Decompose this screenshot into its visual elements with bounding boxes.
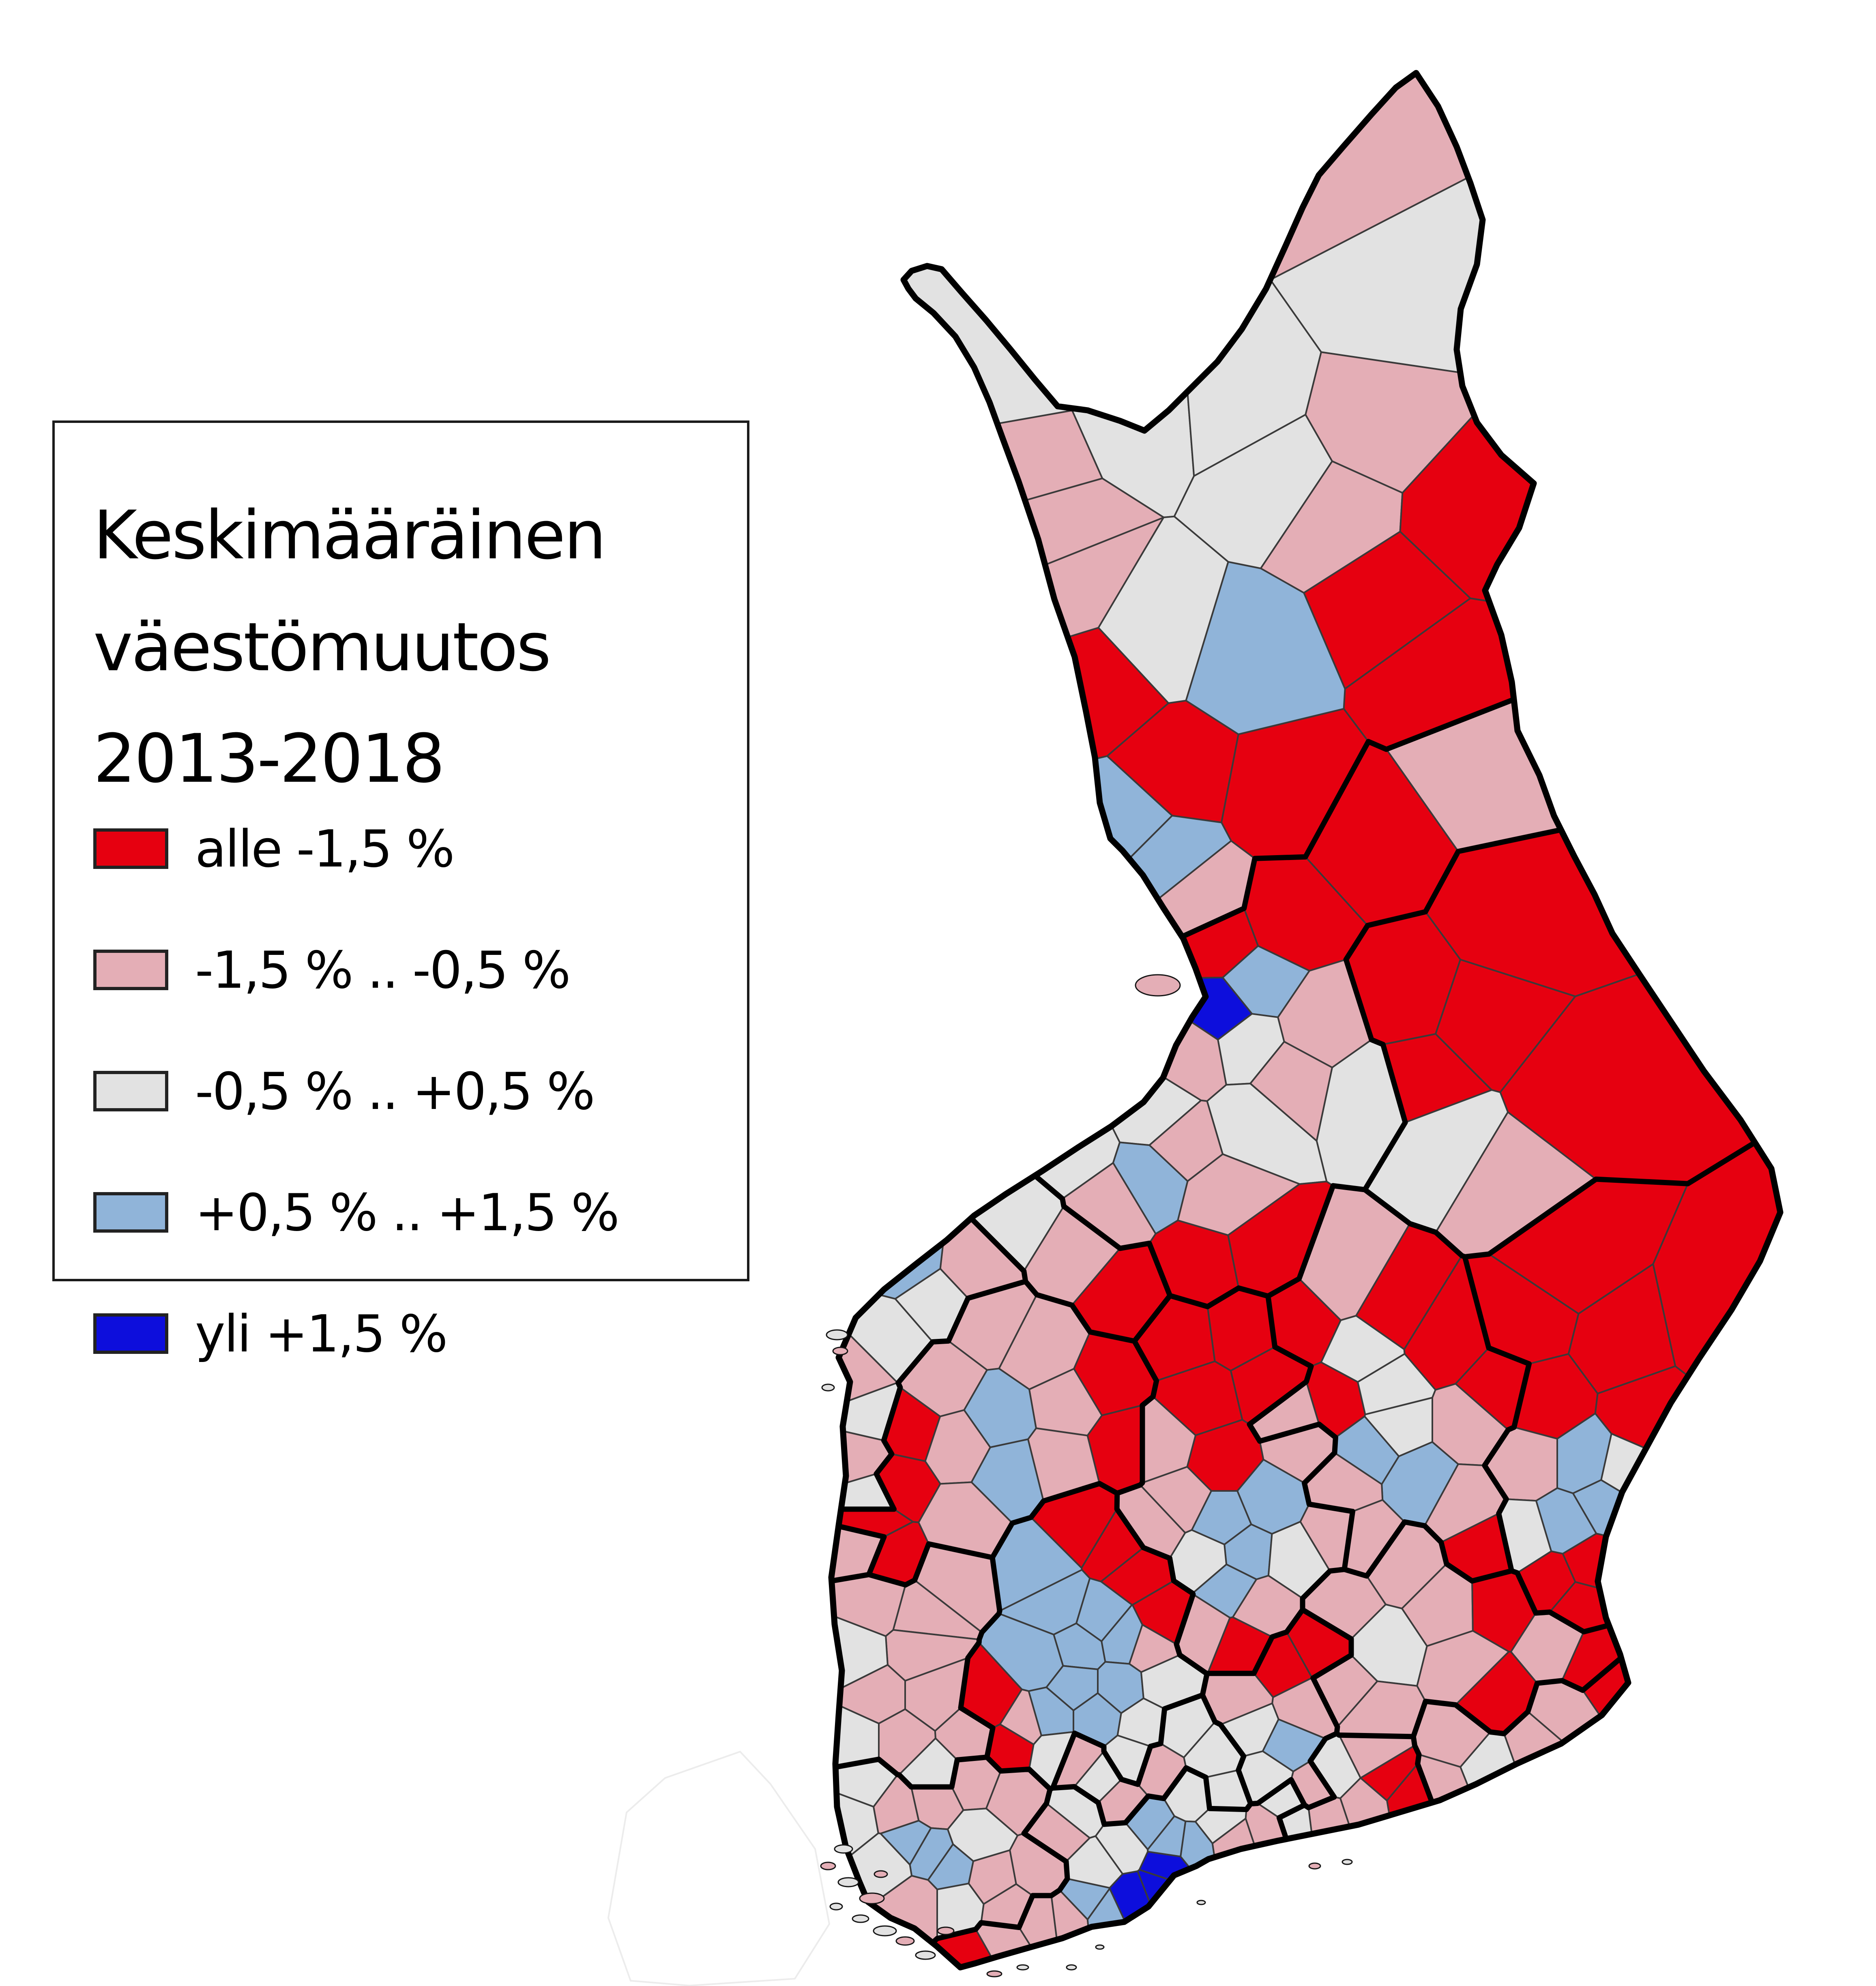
municipality-cell — [831, 1419, 893, 1545]
island — [837, 1877, 859, 1887]
aland-ghost-outline — [607, 1750, 831, 1986]
legend-item-label: -1,5 % .. -0,5 % — [195, 940, 571, 1000]
legend-item-label: yli +1,5 % — [195, 1304, 448, 1364]
legend-title: Keskimääräinen väestömuutos 2013-2018 — [93, 496, 606, 798]
legend-swatch-P — [93, 950, 168, 991]
municipality-cell — [1417, 1754, 1598, 1967]
municipality-cell — [1137, 1869, 1357, 1967]
legend-item-label: alle -1,5 % — [195, 819, 455, 879]
island — [986, 1970, 1002, 1977]
island — [821, 1383, 835, 1392]
legend-swatch-G — [93, 1071, 168, 1112]
municipality-cell — [831, 939, 1121, 1200]
municipality-cell — [1386, 1763, 1548, 1967]
legend-item-label: -0,5 % .. +0,5 % — [195, 1061, 595, 1121]
island — [852, 1914, 869, 1923]
island — [1342, 1859, 1353, 1865]
legend-swatch-D — [93, 1313, 168, 1354]
municipality-cell — [831, 1508, 885, 1593]
municipality-cell — [1025, 969, 1227, 1102]
region-borders — [831, 614, 1780, 1967]
country-outline — [828, 70, 1784, 1971]
municipality-cell — [1307, 1796, 1441, 1967]
legend-items: alle -1,5 % -1,5 % .. -0,5 % -0,5 % .. +0,… — [93, 819, 731, 1364]
island — [895, 1936, 915, 1946]
island — [1135, 974, 1181, 997]
island — [915, 1950, 936, 1960]
island — [834, 1844, 853, 1854]
island — [1095, 1944, 1105, 1950]
legend-item-D: yli +1,5 % — [93, 1304, 731, 1364]
municipality-cell — [999, 1688, 1042, 1746]
map-legend: Keskimääräinen väestömuutos 2013-2018 al… — [52, 420, 749, 1364]
legend-item-P: -1,5 % .. -0,5 % — [93, 940, 731, 1000]
municipality-cell — [1652, 993, 1780, 1598]
legend-item-B: +0,5 % .. +1,5 % — [93, 1183, 731, 1242]
municipality-cell — [1503, 1711, 1780, 1967]
legend-swatch-B — [93, 1192, 168, 1233]
legend-item-label: +0,5 % .. +1,5 % — [195, 1182, 620, 1242]
island — [859, 1892, 885, 1905]
island — [826, 1329, 848, 1340]
municipality-cell — [1594, 1365, 1780, 1580]
municipality-cell — [1058, 1878, 1111, 1920]
island — [832, 1347, 848, 1355]
municipality-cell — [1582, 1582, 1780, 1967]
legend-item-G: -0,5 % .. +0,5 % — [93, 1062, 731, 1121]
island — [873, 1925, 897, 1937]
island — [1066, 1964, 1077, 1971]
municipality-cell — [831, 1535, 889, 1699]
island — [874, 1870, 888, 1878]
municipality-cell — [831, 410, 1103, 744]
municipality-cell — [831, 1473, 895, 1510]
legend-item-R: alle -1,5 % — [93, 819, 731, 879]
island — [1308, 1862, 1321, 1870]
island — [1196, 1900, 1206, 1905]
legend-swatch-R — [93, 828, 168, 869]
municipality-cell — [1460, 1731, 1639, 1967]
island — [937, 1926, 955, 1935]
island — [820, 1862, 836, 1870]
island — [1016, 1964, 1029, 1971]
municipality-cell — [1109, 1870, 1230, 1967]
island — [829, 1902, 843, 1911]
